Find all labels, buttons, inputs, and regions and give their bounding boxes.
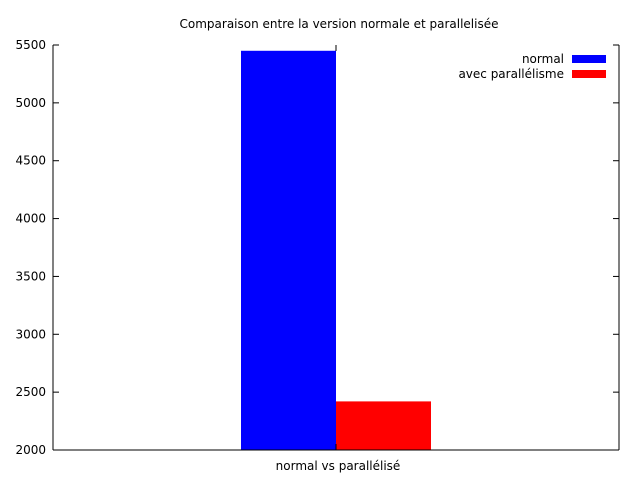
bar-avec-parallélisme: [336, 401, 431, 450]
x-tick-label: normal vs parallélisé: [276, 459, 401, 473]
y-tick-label: 5000: [15, 96, 46, 110]
plot-area: 2000 2500 3000 3500 4000 4500 5000 5500 normal v…: [15, 38, 620, 473]
y-tick-label: 4000: [15, 212, 46, 226]
y-tick-label: 3000: [15, 327, 46, 341]
chart-title: Comparaison entre la version normale et …: [180, 17, 499, 31]
y-tick-label: 4500: [15, 154, 46, 168]
legend-label: normal: [522, 52, 564, 66]
y-tick-label: 2000: [15, 443, 46, 457]
legend-label: avec parallélisme: [458, 67, 564, 81]
legend-swatch: [572, 55, 606, 63]
y-tick-label: 2500: [15, 385, 46, 399]
y-tick-label: 3500: [15, 269, 46, 283]
y-tick-label: 5500: [15, 38, 46, 52]
bar-normal: [241, 50, 336, 451]
legend-swatch: [572, 70, 606, 78]
